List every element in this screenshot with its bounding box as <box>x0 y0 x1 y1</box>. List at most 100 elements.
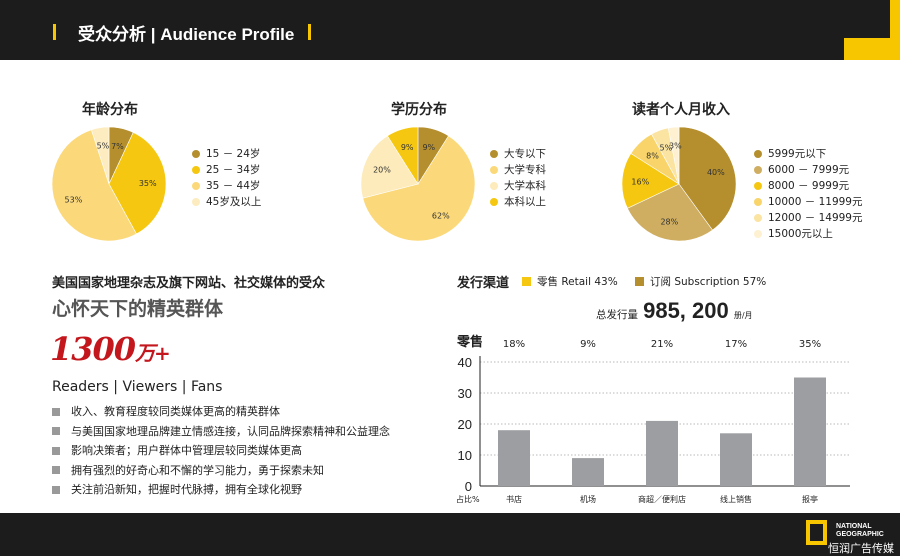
pie-data-label: 28% <box>660 218 678 227</box>
income-pie: 40% 28% 16% 8%5%3% <box>621 126 737 242</box>
legend-item: 12000 － 14999元 <box>754 210 862 226</box>
education-legend: 大专以下 大学专科 大学本科 本科以上 <box>490 146 546 210</box>
bullet-item: 影响决策者；用户群体中管理层较同类媒体更高 <box>52 441 390 461</box>
legend-item: 25 － 34岁 <box>192 162 261 178</box>
pie-data-label: 9% <box>422 143 435 152</box>
income-pie-title: 读者个人月收入 <box>632 102 730 118</box>
legend-item: 35 － 44岁 <box>192 178 261 194</box>
pie-slice <box>360 135 419 199</box>
x-tick-label: 报亭 <box>802 494 818 504</box>
audience-bullets: 收入、教育程度较同类媒体更高的精英群体 与美国国家地理品牌建立情感连接，认同品牌… <box>52 402 390 500</box>
legend-item: 8000 － 9999元 <box>754 178 862 194</box>
pie-data-label: 5% <box>97 142 110 151</box>
legend-item: 10000 － 11999元 <box>754 194 862 210</box>
pie-data-label: 3% <box>669 141 682 150</box>
bar-data-label: 21% <box>651 339 673 350</box>
bar <box>572 458 604 486</box>
bullet-item: 关注前沿新知，把握时代脉搏，拥有全球化视野 <box>52 480 390 500</box>
pie-slice <box>108 132 167 235</box>
bar <box>646 420 678 486</box>
logo-text: NATIONAL GEOGRAPHIC <box>836 523 884 538</box>
audience-subtitle: 美国国家地理杂志及旗下网站、社交媒体的受众 <box>52 276 326 291</box>
pie-slice <box>621 153 680 209</box>
y-tick-label: 30 <box>458 386 472 401</box>
national-geographic-logo <box>806 520 827 545</box>
legend-item: 6000 － 7999元 <box>754 162 862 178</box>
y-tick-label: 20 <box>458 417 472 432</box>
audience-tagline: Readers | Viewers | Fans <box>52 379 223 395</box>
x-tick-label: 机场 <box>580 494 596 504</box>
bar-data-label: 35% <box>799 339 821 350</box>
x-tick-label: 商超／便利店 <box>638 494 686 504</box>
pie-slice <box>362 135 476 242</box>
bar <box>794 377 826 486</box>
pie-data-label: 7% <box>111 142 124 151</box>
title-accent-right <box>308 24 311 40</box>
bullet-square-icon <box>52 466 60 475</box>
education-pie: 9% 62% 20% 9% <box>360 126 476 242</box>
pie-slice <box>387 126 419 186</box>
watermark: 恒润广告传媒 <box>828 542 894 555</box>
circulation-unit: 册/月 <box>733 311 753 320</box>
subscription-swatch <box>635 277 644 286</box>
title-accent-left <box>53 24 56 40</box>
pie-data-label: 53% <box>65 195 83 204</box>
legend-item: 大专以下 <box>490 146 546 162</box>
age-pie: 7% 35% 53% 5% <box>51 126 167 242</box>
income-legend: 5999元以下 6000 － 7999元 8000 － 9999元 10000 … <box>754 146 862 242</box>
bullet-square-icon <box>52 446 60 455</box>
bullet-item: 拥有强烈的好奇心和不懈的学习能力，勇于探索未知 <box>52 461 390 481</box>
bullet-square-icon <box>52 485 60 494</box>
legend-item: 大学本科 <box>490 178 546 194</box>
legend-item: 15 － 24岁 <box>192 146 261 162</box>
bullet-item: 与美国国家地理品牌建立情感连接，认同品牌探索精神和公益理念 <box>52 422 390 442</box>
pie-data-label: 20% <box>373 166 391 175</box>
legend-item: 大学专科 <box>490 162 546 178</box>
pie-data-label: 35% <box>139 179 157 188</box>
age-pie-title: 年龄分布 <box>82 102 138 118</box>
audience-headline: 心怀天下的精英群体 <box>52 298 224 320</box>
audience-big-number: 1300万+ <box>50 330 171 368</box>
bullet-item: 收入、教育程度较同类媒体更高的精英群体 <box>52 402 390 422</box>
legend-item: 5999元以下 <box>754 146 862 162</box>
pie-data-label: 5% <box>660 144 673 153</box>
bar-chart-title: 零售 <box>457 335 484 350</box>
pie-slice <box>627 183 713 242</box>
pie-data-label: 8% <box>646 152 659 161</box>
channel-title: 发行渠道 <box>457 276 510 291</box>
bar <box>498 430 530 486</box>
legend-item: 本科以上 <box>490 194 546 210</box>
bar-data-label: 9% <box>580 339 596 350</box>
pie-slice <box>678 126 737 231</box>
x-axis-label: 占比% <box>456 494 480 504</box>
y-tick-label: 0 <box>465 479 472 494</box>
channel-retail: 零售 Retail 43% <box>522 274 618 289</box>
legend-item: 45岁及以上 <box>192 194 261 210</box>
pie-data-label: 62% <box>432 211 450 220</box>
pie-data-label: 16% <box>631 178 649 187</box>
education-pie-title: 学历分布 <box>391 102 447 118</box>
bullet-square-icon <box>52 407 60 416</box>
retail-swatch <box>522 277 531 286</box>
x-tick-label: 书店 <box>506 494 522 504</box>
corner-accent <box>844 0 900 60</box>
pie-data-label: 9% <box>401 143 414 152</box>
y-tick-label: 40 <box>458 355 472 370</box>
channel-subscription: 订阅 Subscription 57% <box>635 274 766 289</box>
circulation-value: 985, 200 <box>643 298 729 323</box>
pie-data-label: 40% <box>707 168 725 177</box>
header-bar: 受众分析 | Audience Profile <box>0 0 900 60</box>
pie-slice <box>51 129 137 242</box>
y-tick-label: 10 <box>458 448 472 463</box>
x-tick-label: 线上销售 <box>720 494 752 504</box>
bullet-square-icon <box>52 427 60 436</box>
circulation-label: 总发行量 <box>596 309 638 321</box>
retail-bar-chart: 0 10 20 30 40 18% 书店 9% 机场 21% 商超／便利店 17% 线上销售 35% 报亭 占… <box>456 339 850 504</box>
legend-item: 15000元以上 <box>754 226 862 242</box>
circulation: 总发行量 985, 200 册/月 <box>596 298 753 324</box>
bar-data-label: 17% <box>725 339 747 350</box>
pie-slice <box>91 126 110 185</box>
age-legend: 15 － 24岁 25 － 34岁 35 － 44岁 45岁及以上 <box>192 146 261 210</box>
bar <box>720 433 752 486</box>
